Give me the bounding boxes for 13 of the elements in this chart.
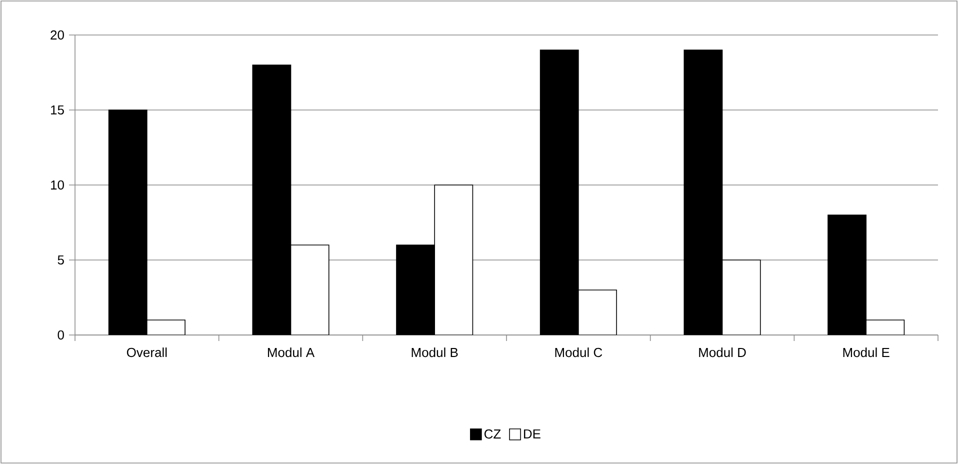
legend-label: DE	[524, 429, 540, 438]
legend-label: CZ	[484, 429, 501, 439]
x-tick-label: Modul B	[412, 348, 458, 358]
x-tick-label: Modul E	[843, 348, 890, 358]
y-tick-label: 0	[58, 330, 64, 340]
y-tick-label: 10	[51, 180, 64, 190]
x-tick-label: Overall	[126, 348, 167, 358]
x-tick-label: Modul D	[699, 348, 746, 358]
y-tick-label: 20	[50, 30, 64, 40]
x-tick-label: Modul A	[268, 348, 315, 358]
y-tick-label: 15	[51, 105, 64, 115]
y-tick-label: 5	[58, 255, 64, 265]
x-tick-label: Modul C	[555, 348, 602, 358]
